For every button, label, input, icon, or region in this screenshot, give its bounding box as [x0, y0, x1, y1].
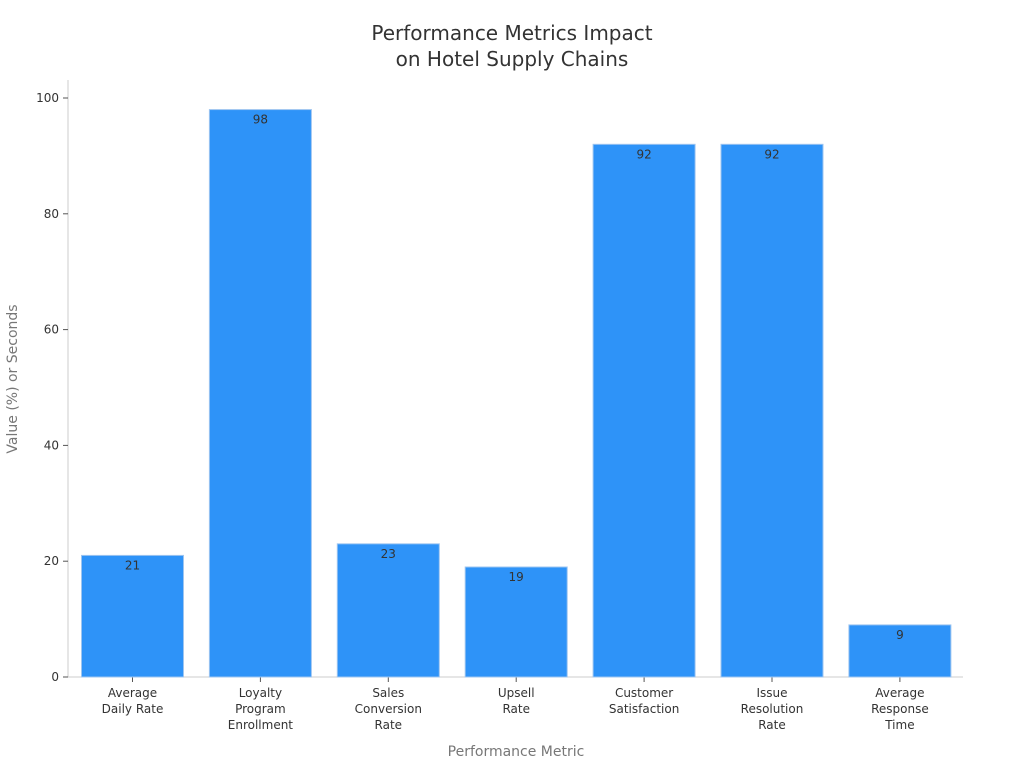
x-tick-label: Loyalty Program Enrollment	[228, 686, 294, 732]
y-axis-label: Value (%) or Seconds	[5, 304, 21, 453]
x-tick-label-line: Enrollment	[228, 718, 294, 732]
y-tick-label: 20	[44, 554, 59, 568]
y-axis: 0 20 40 60 80 100	[36, 80, 69, 684]
x-tick-label-line: Conversion	[355, 702, 422, 716]
bar	[336, 543, 440, 678]
x-tick-label-line: Rate	[375, 718, 403, 732]
y-tick-label: 0	[51, 670, 59, 684]
x-axis-label: Performance Metric	[448, 744, 585, 760]
x-tick-label-line: Time	[884, 718, 914, 732]
x-tick-label-line: Resolution	[741, 702, 804, 716]
bars	[81, 109, 952, 678]
x-tick-label-line: Issue	[756, 686, 787, 700]
x-tick-label-line: Program	[235, 702, 286, 716]
bar-data-label: 92	[764, 147, 779, 161]
x-axis: Average Daily Rate Loyalty Program Enrollmen…	[68, 676, 963, 732]
x-tick-label-line: Average	[875, 686, 924, 700]
y-tick-label: 60	[44, 323, 59, 337]
chart-title-line: on Hotel Supply Chains	[396, 47, 629, 71]
bar-data-label: 21	[125, 558, 140, 572]
x-tick-label-line: Sales	[372, 686, 404, 700]
y-tick-label: 100	[36, 91, 59, 105]
bar-data-label: 98	[253, 113, 268, 127]
x-tick-label-line: Daily Rate	[102, 702, 164, 716]
bar-data-label: 92	[636, 147, 651, 161]
y-tick-label: 80	[44, 207, 59, 221]
x-tick-label-line: Customer	[615, 686, 673, 700]
x-tick-label: Average Response Time	[871, 686, 929, 732]
bar	[848, 624, 952, 678]
x-tick-label: Sales Conversion Rate	[355, 686, 422, 732]
y-tick-label: 40	[44, 438, 59, 452]
bar	[720, 143, 824, 678]
bar-data-label: 23	[381, 547, 396, 561]
bar	[81, 554, 184, 678]
x-tick-label: Average Daily Rate	[102, 686, 164, 716]
bar-data-label: 19	[509, 570, 524, 584]
bar	[208, 109, 312, 678]
chart-title-line: Performance Metrics Impact	[371, 21, 652, 45]
x-tick-label: Customer Satisfaction	[609, 686, 679, 716]
x-tick-label-line: Average	[108, 686, 157, 700]
data-labels: 21 98 23 19 92 92 9	[125, 113, 904, 642]
x-tick-label-line: Loyalty	[239, 686, 282, 700]
x-tick-label-line: Upsell	[498, 686, 535, 700]
x-tick-label-line: Satisfaction	[609, 702, 679, 716]
x-tick-label-line: Rate	[758, 718, 786, 732]
x-tick-label-line: Rate	[502, 702, 530, 716]
bar	[592, 143, 696, 678]
x-tick-label-line: Response	[871, 702, 929, 716]
x-tick-label: Issue Resolution Rate	[741, 686, 804, 732]
bar-data-label: 9	[896, 628, 904, 642]
bar	[464, 566, 568, 678]
x-tick-label: Upsell Rate	[498, 686, 535, 716]
